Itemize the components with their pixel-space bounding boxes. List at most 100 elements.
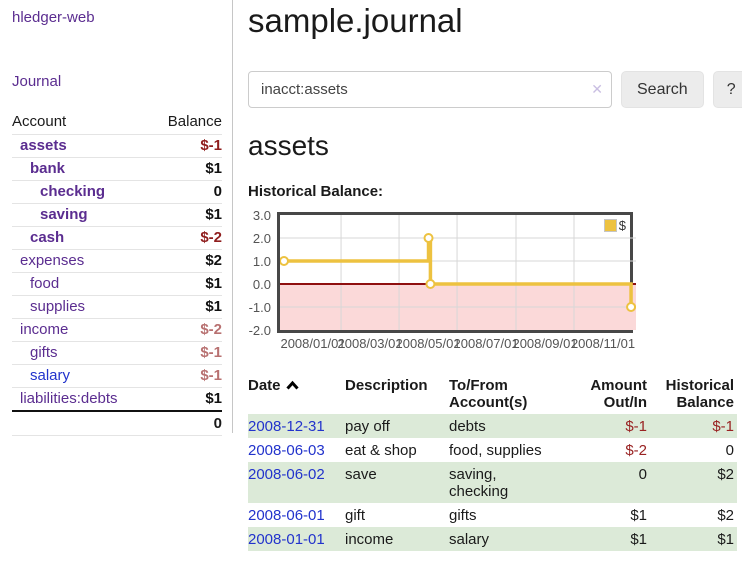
- sidebar-item-journal[interactable]: Journal: [12, 73, 62, 90]
- x-tick-label: 2008/01/01: [280, 336, 346, 351]
- register-row: 2008-12-31 pay off debts $-1 $-1: [248, 414, 737, 438]
- account-link-supplies[interactable]: supplies: [30, 298, 86, 315]
- account-balance: $1: [205, 298, 222, 315]
- transaction-date-link[interactable]: 2008-12-31: [248, 418, 325, 435]
- chart-title: Historical Balance:: [248, 183, 384, 200]
- account-link-expenses[interactable]: expenses: [20, 252, 85, 269]
- accounts-header-row: Account Balance: [12, 111, 222, 135]
- x-tick-label: 2008/07/01: [453, 336, 519, 351]
- account-balance: $-2: [200, 321, 222, 338]
- account-row: liabilities:debts $1: [12, 388, 222, 411]
- x-tick-label: 2008/11/01: [570, 336, 636, 351]
- brand-link[interactable]: hledger-web: [12, 9, 95, 26]
- account-balance: $-2: [200, 229, 222, 246]
- transaction-accounts: salary: [449, 527, 567, 551]
- search-form: ✕ Search ?: [248, 71, 742, 108]
- register-header-balance: Historical Balance: [665, 377, 734, 411]
- legend-swatch-icon: [603, 219, 617, 232]
- transaction-description: eat & shop: [345, 442, 417, 459]
- transaction-date-link[interactable]: 2008-06-02: [248, 466, 325, 483]
- register-header-date-label: Date: [248, 377, 281, 394]
- account-row: assets $-1: [12, 135, 222, 158]
- chart-y-axis: 3.0 2.0 1.0 0.0 -1.0 -2.0: [248, 208, 273, 338]
- account-balance: $-1: [200, 344, 222, 361]
- transaction-description: save: [345, 462, 449, 503]
- account-row: cash $-2: [12, 227, 222, 250]
- clear-search-icon[interactable]: ✕: [591, 81, 603, 97]
- account-balance: $2: [205, 252, 222, 269]
- register-row: 2008-06-01 gift gifts $1 $2: [248, 503, 737, 527]
- y-tick-label: 2.0: [252, 231, 271, 246]
- transaction-accounts: debts: [449, 414, 567, 438]
- y-tick-label: 0.0: [252, 277, 271, 292]
- register-header-date[interactable]: Date: [248, 374, 345, 414]
- register-header-accounts: To/From Account(s): [449, 377, 528, 411]
- transaction-amount: $1: [630, 507, 647, 524]
- accounts-table: Account Balance assets $-1 bank $1 check…: [12, 111, 222, 436]
- transaction-date-link[interactable]: 2008-01-01: [248, 531, 325, 548]
- y-tick-label: -1.0: [248, 300, 271, 315]
- transaction-balance: $1: [650, 527, 737, 551]
- account-row: expenses $2: [12, 250, 222, 273]
- transaction-date-link[interactable]: 2008-06-03: [248, 442, 325, 459]
- search-button[interactable]: Search: [621, 71, 704, 108]
- account-link-cash[interactable]: cash: [30, 229, 65, 246]
- search-input[interactable]: [248, 71, 612, 108]
- accounts-header-balance: Balance: [167, 113, 222, 130]
- register-row: 2008-01-01 income salary $1 $1: [248, 527, 737, 551]
- y-tick-label: 3.0: [252, 208, 271, 223]
- account-balance: $-1: [200, 137, 222, 154]
- x-tick-label: 2008/03/01: [337, 336, 403, 351]
- register-table: Date Description To/From Account(s) Amou…: [248, 374, 737, 551]
- chart-legend: $: [601, 217, 628, 234]
- transaction-accounts: saving, checking: [449, 462, 567, 503]
- account-link-bank[interactable]: bank: [30, 160, 66, 177]
- account-row: food $1: [12, 273, 222, 296]
- transaction-description: pay off: [345, 414, 449, 438]
- account-link-assets[interactable]: assets: [20, 137, 67, 154]
- sidebar: hledger-web Journal Account Balance asse…: [0, 0, 232, 436]
- account-row: bank $1: [12, 158, 222, 181]
- account-link-gifts[interactable]: gifts: [30, 344, 58, 361]
- account-row: income $-2: [12, 319, 222, 342]
- transaction-description: income: [345, 527, 449, 551]
- transaction-description: gift: [345, 507, 366, 524]
- transaction-accounts: gifts: [449, 507, 477, 524]
- account-balance: $1: [205, 390, 222, 407]
- chart-x-axis: 2008/01/01 2008/03/01 2008/05/01 2008/07/01…: [277, 336, 740, 354]
- account-link-food[interactable]: food: [30, 275, 60, 292]
- account-link-saving[interactable]: saving: [40, 206, 88, 223]
- transaction-amount: 0: [567, 462, 650, 503]
- transaction-accounts: food, supplies: [449, 442, 542, 459]
- transaction-balance: $-1: [650, 414, 737, 438]
- register-row: 2008-06-03 eat & shop food, supplies $-2…: [248, 438, 737, 462]
- register-header-row: Date Description To/From Account(s) Amou…: [248, 374, 737, 414]
- accounts-header-account: Account: [12, 113, 67, 130]
- accounts-total-row: 0: [12, 410, 222, 436]
- chart-plot[interactable]: $: [277, 212, 636, 333]
- transaction-balance: $2: [650, 462, 737, 503]
- help-button[interactable]: ?: [712, 71, 742, 108]
- account-link-income[interactable]: income: [20, 321, 69, 338]
- x-tick-label: 2008/05/01: [395, 336, 461, 351]
- transaction-date-link[interactable]: 2008-06-01: [248, 507, 325, 524]
- account-link-liabilities-debts[interactable]: liabilities:debts: [20, 390, 118, 407]
- account-row: saving $1: [12, 204, 222, 227]
- account-row: supplies $1: [12, 296, 222, 319]
- account-balance: $1: [205, 206, 222, 223]
- transaction-amount: $-1: [567, 414, 650, 438]
- transaction-balance: 0: [725, 442, 734, 459]
- legend-label: $: [618, 218, 626, 233]
- historical-balance-chart: 3.0 2.0 1.0 0.0 -1.0 -2.0 $ 2008/01/01 2008/03…: [248, 208, 740, 354]
- x-tick-label: 2008/09/01: [512, 336, 578, 351]
- register-row: 2008-06-02 save saving, checking 0 $2: [248, 462, 737, 503]
- account-balance: $-1: [200, 367, 222, 384]
- account-row: gifts $-1: [12, 342, 222, 365]
- register-header-description: Description: [345, 377, 428, 394]
- account-balance: $1: [205, 275, 222, 292]
- account-link-salary[interactable]: salary: [30, 367, 71, 384]
- account-row: salary $-1: [12, 365, 222, 388]
- y-tick-label: 1.0: [252, 254, 271, 269]
- main-content: sample.journal ✕ Search ? assets Histori…: [248, 0, 742, 551]
- account-link-checking[interactable]: checking: [40, 183, 106, 200]
